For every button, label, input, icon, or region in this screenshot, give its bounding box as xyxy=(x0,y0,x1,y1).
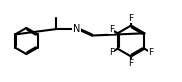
Text: F: F xyxy=(128,14,134,23)
Text: F: F xyxy=(109,25,114,34)
Text: F: F xyxy=(148,48,153,57)
Text: N: N xyxy=(73,24,80,34)
Text: F: F xyxy=(109,48,114,57)
Text: F: F xyxy=(128,59,134,68)
